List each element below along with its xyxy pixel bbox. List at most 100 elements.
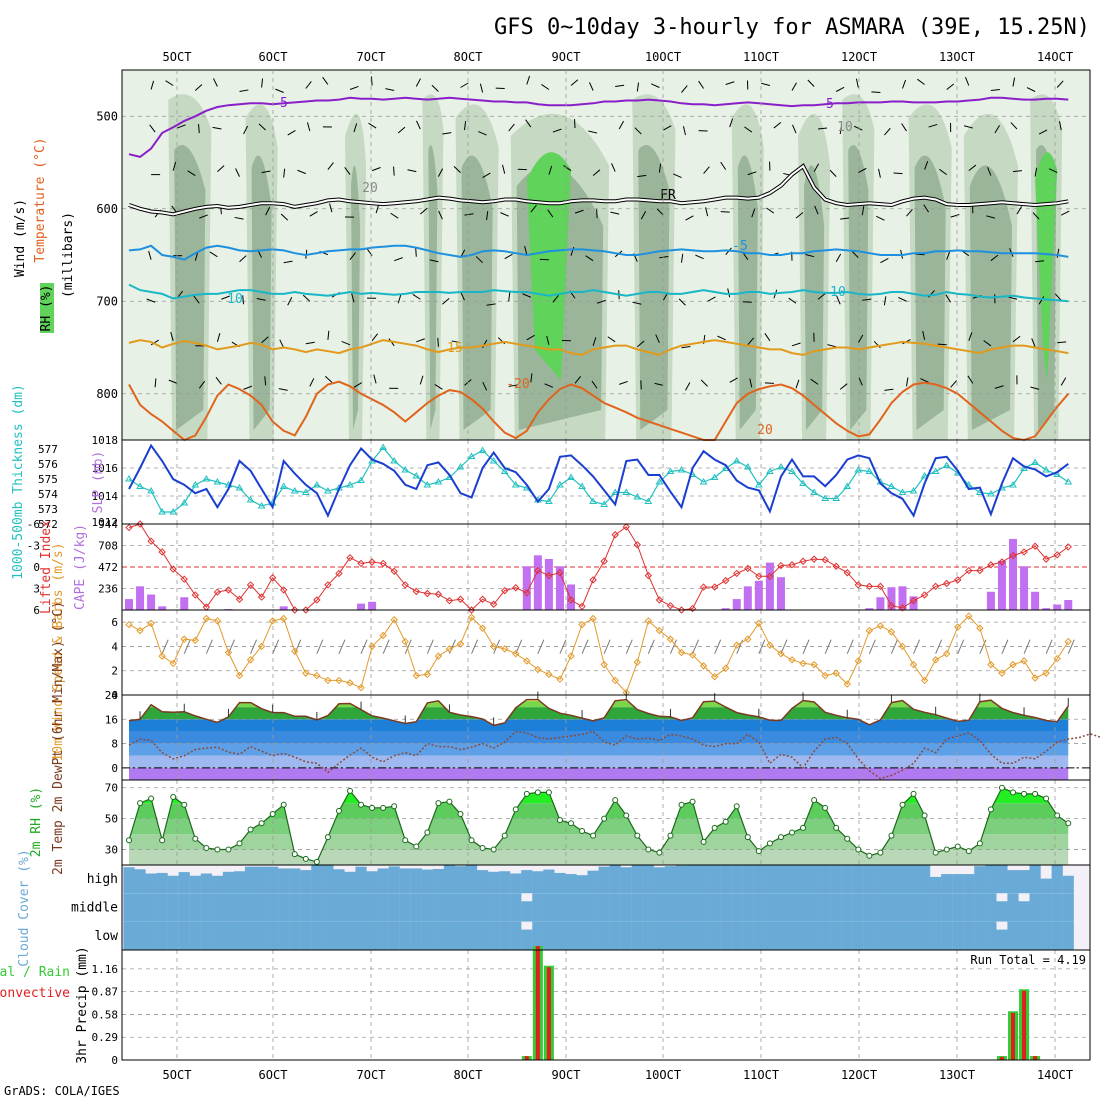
wind-barb bbox=[990, 254, 999, 262]
wind-barb bbox=[636, 82, 640, 92]
wind-speed-point bbox=[589, 614, 597, 623]
cloud-bar bbox=[432, 868, 444, 894]
wind-barb bbox=[788, 297, 797, 304]
li-point bbox=[799, 557, 807, 565]
isotherm-line bbox=[128, 283, 1069, 303]
cloud-bar bbox=[686, 865, 699, 894]
wind-barb bbox=[552, 128, 562, 133]
rh-point bbox=[203, 845, 210, 851]
cloud-bar bbox=[145, 893, 157, 922]
wind-barb bbox=[530, 373, 533, 383]
wind-barb bbox=[761, 82, 771, 86]
cloud-bar bbox=[642, 865, 654, 894]
temp-color-band bbox=[129, 731, 1069, 744]
wind-barb bbox=[862, 298, 872, 301]
wind-barb bbox=[1035, 260, 1045, 263]
wind-barb bbox=[205, 639, 213, 654]
cloud-bar bbox=[1062, 921, 1074, 950]
wind-barb bbox=[835, 86, 845, 92]
rh2m-panel: 30 50 70 2m RH (%) bbox=[29, 779, 1091, 866]
cloud-bar bbox=[819, 865, 831, 894]
wind-barb bbox=[261, 170, 271, 174]
cloud-bar bbox=[344, 893, 356, 922]
wind-speed-point bbox=[313, 671, 321, 680]
wind-barb bbox=[1010, 122, 1018, 130]
wind-barb bbox=[669, 639, 677, 654]
rh-point bbox=[280, 801, 287, 808]
wind-barb bbox=[161, 639, 169, 654]
wind-barb bbox=[552, 294, 559, 303]
li-point bbox=[302, 606, 310, 614]
thickness-ytick: 577 bbox=[38, 443, 58, 456]
rh-point bbox=[998, 784, 1005, 791]
rh-point bbox=[755, 848, 762, 855]
wind-barb bbox=[442, 132, 452, 135]
wind-barb bbox=[585, 255, 594, 262]
wind-speed-point bbox=[677, 648, 686, 657]
rh-point bbox=[965, 848, 972, 855]
thickness-point bbox=[390, 457, 399, 464]
wind-barb bbox=[764, 333, 771, 342]
rh-point bbox=[833, 824, 840, 831]
temp-ytick: 24 bbox=[105, 689, 119, 702]
wind-barb bbox=[792, 124, 797, 134]
li-point bbox=[500, 586, 509, 595]
wind-speed-point bbox=[721, 664, 730, 672]
wind-barb bbox=[287, 297, 293, 306]
cloud-bar bbox=[289, 868, 301, 894]
wind-barb bbox=[805, 254, 815, 258]
wind-barb bbox=[239, 255, 247, 263]
rh-point bbox=[435, 800, 442, 807]
wind-barb bbox=[857, 334, 864, 344]
thickness-point bbox=[379, 443, 388, 450]
li-point bbox=[644, 571, 653, 580]
cape-bar bbox=[544, 558, 553, 610]
wind-speed-point bbox=[169, 659, 177, 668]
wind-barb bbox=[634, 127, 642, 135]
wind-speed-point bbox=[898, 642, 907, 651]
cloud-bar bbox=[775, 921, 787, 950]
wind-barb bbox=[773, 121, 782, 129]
wind-barb bbox=[700, 379, 708, 387]
cloud-bar bbox=[178, 872, 190, 894]
cloud-bar bbox=[742, 893, 754, 922]
wind-speed-point bbox=[302, 669, 310, 677]
wind-barb bbox=[923, 204, 930, 213]
rh-point bbox=[568, 820, 574, 827]
cloud-bar bbox=[134, 921, 146, 950]
wind-speed-point bbox=[357, 684, 365, 692]
cloud-bar bbox=[355, 893, 367, 922]
precip-ytick: 0.87 bbox=[92, 986, 119, 999]
wind-speed-point bbox=[876, 622, 885, 630]
wind-barb bbox=[199, 214, 208, 219]
rh-color-band bbox=[129, 834, 1069, 850]
wind-barb bbox=[673, 173, 682, 179]
li-point bbox=[976, 566, 984, 575]
cloud-bar bbox=[830, 893, 842, 922]
wind-barb bbox=[591, 380, 598, 389]
slp-thickness-panel: 1014 1016 1018 1012 572 573 574 575 576 577 SLP (m… bbox=[11, 384, 1091, 580]
li-point bbox=[1053, 551, 1061, 559]
wind-barb bbox=[902, 79, 907, 89]
wind-barb bbox=[983, 340, 992, 347]
cloud-bar bbox=[167, 921, 179, 950]
cloud-bar bbox=[465, 921, 478, 950]
rh-point bbox=[612, 797, 619, 804]
li-point bbox=[257, 593, 266, 601]
wind-barb bbox=[884, 388, 894, 391]
thickness-point bbox=[511, 481, 520, 488]
wind-barb bbox=[1056, 80, 1064, 88]
thickness-point bbox=[312, 481, 321, 488]
rh-point bbox=[225, 846, 232, 853]
rh-point bbox=[170, 794, 177, 800]
wind-barb bbox=[682, 126, 686, 136]
wind-barb bbox=[1031, 338, 1036, 347]
wind-barb bbox=[426, 639, 434, 654]
rh-green-band bbox=[1035, 152, 1058, 380]
cloud-bar bbox=[963, 874, 975, 894]
cloud-bar bbox=[465, 893, 478, 922]
li-point bbox=[545, 571, 553, 580]
wind-speed-point bbox=[423, 670, 432, 679]
wind-speed-point bbox=[987, 660, 995, 669]
